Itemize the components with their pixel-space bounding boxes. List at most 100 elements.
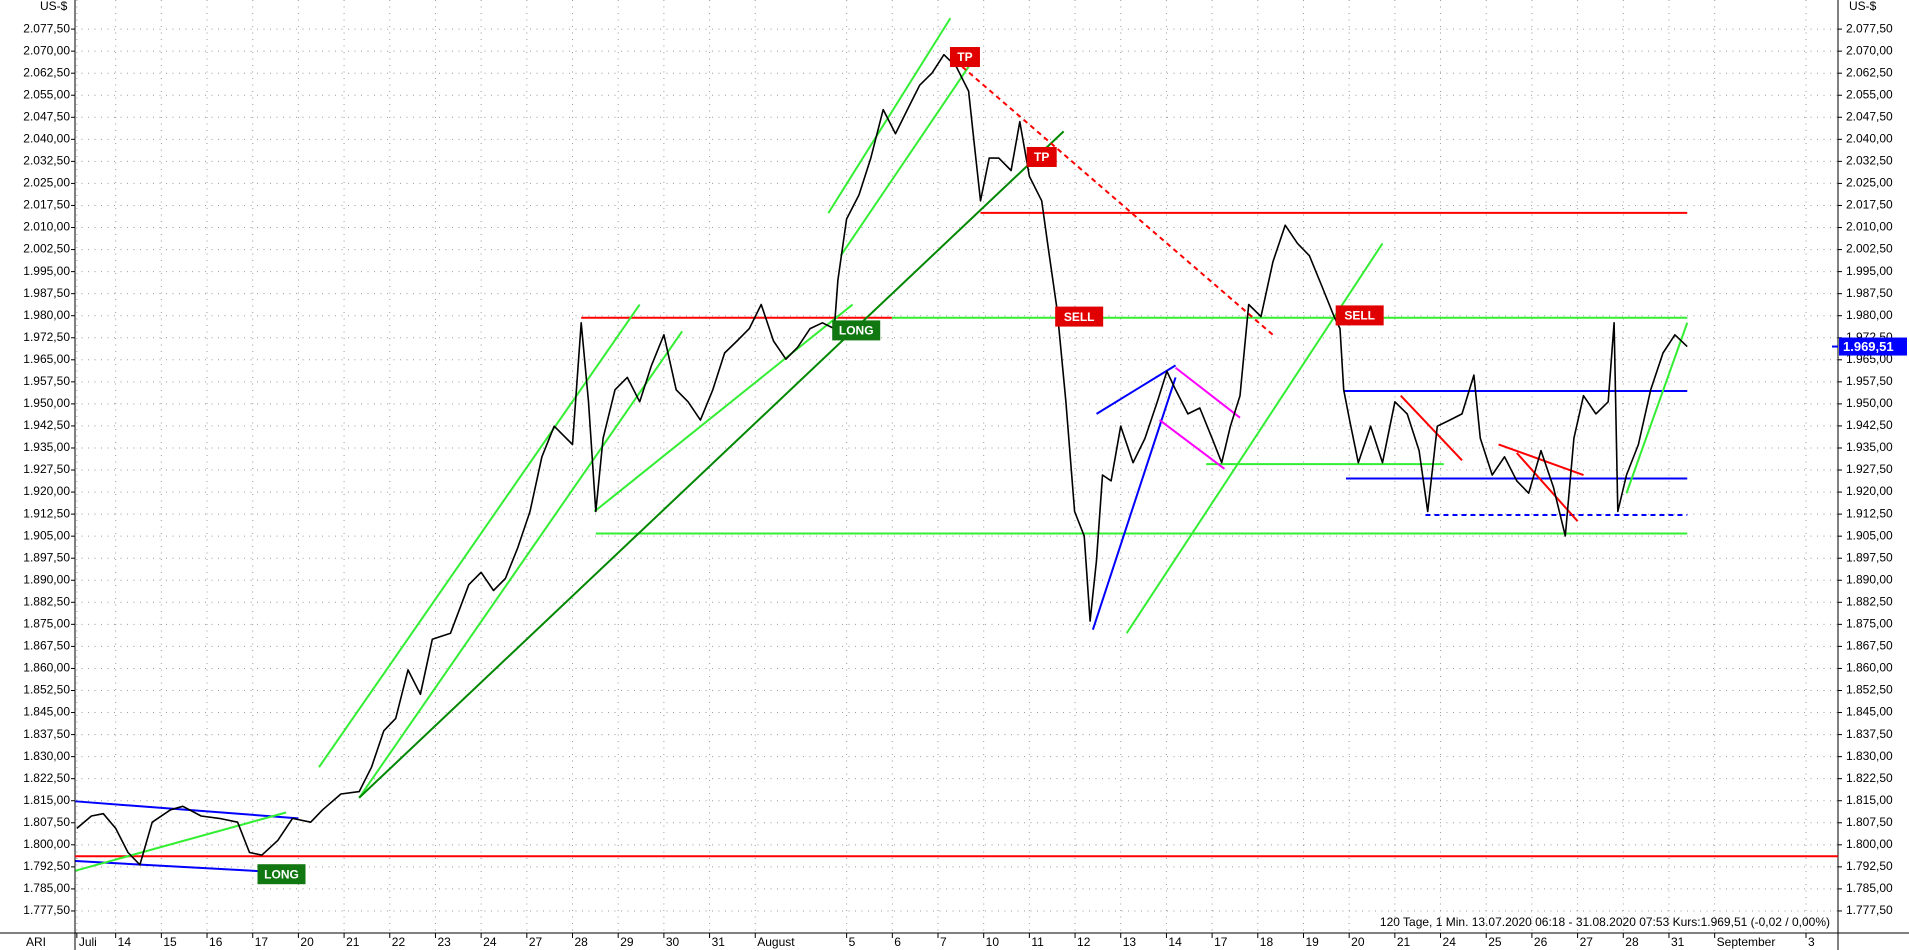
y-tick-label-right: 1.927,50 (1846, 462, 1893, 476)
x-tick-label: 12 (1077, 935, 1091, 949)
y-tick-label: 1.965,00 (23, 352, 70, 366)
y-tick-label-right: 1.807,50 (1846, 815, 1893, 829)
y-tick-label: 1.987,50 (23, 286, 70, 300)
y-tick-label: 2.077,50 (23, 21, 70, 35)
y-tick-label: 1.815,00 (23, 793, 70, 807)
y-tick-label: 1.860,00 (23, 661, 70, 675)
x-tick-label: 22 (392, 935, 406, 949)
trend-line (827, 17, 952, 214)
y-tick-label: 2.002,50 (23, 242, 70, 256)
x-tick-label: 18 (1260, 935, 1274, 949)
price-line (76, 53, 1688, 866)
y-tick-label-right: 1.912,50 (1846, 506, 1893, 520)
trend-line (839, 66, 970, 257)
y-tick-label-right: 2.070,00 (1846, 43, 1893, 57)
y-tick-label-right: 2.047,50 (1846, 109, 1893, 123)
x-tick-label: 14 (118, 935, 132, 949)
x-tick-label: 28 (575, 935, 589, 949)
x-tick-label: 5 (849, 935, 856, 949)
y-tick-label-right: 1.950,00 (1846, 396, 1893, 410)
x-tick-label: 11 (1031, 935, 1044, 949)
annotation-text: SELL (1064, 310, 1095, 324)
y-tick-label-right: 1.890,00 (1846, 572, 1893, 586)
y-tick-label-right: 1.980,00 (1846, 308, 1893, 322)
y-tick-label-right: 1.837,50 (1846, 727, 1893, 741)
annotation-text: SELL (1344, 309, 1375, 323)
y-tick-label-right: 1.995,00 (1846, 264, 1893, 278)
y-tick-label-right: 2.017,50 (1846, 198, 1893, 212)
x-tick-label: 10 (986, 935, 1000, 949)
y-tick-label: 1.822,50 (23, 771, 70, 785)
y-tick-label: 1.785,00 (23, 881, 70, 895)
annotation-text: LONG (264, 867, 299, 881)
y-tick-label: 1.792,50 (23, 859, 70, 873)
x-tick-label: September (1717, 935, 1776, 949)
y-tick-label: 1.777,50 (23, 903, 70, 917)
y-tick-label: 1.882,50 (23, 594, 70, 608)
y-axis-label-right: US-$ (1849, 0, 1877, 13)
x-tick-label: 14 (1168, 935, 1182, 949)
x-tick-label: 3 (1808, 935, 1815, 949)
y-tick-label-right: 2.010,00 (1846, 220, 1893, 234)
y-tick-label: 2.062,50 (23, 65, 70, 79)
y-tick-label: 2.047,50 (23, 109, 70, 123)
trend-line (75, 800, 299, 820)
y-tick-label-right: 1.822,50 (1846, 771, 1893, 785)
info-text: 120 Tage, 1 Min. 13.07.2020 06:18 - 31.0… (1380, 915, 1830, 929)
annotation: SELL (1055, 306, 1104, 327)
annotation: TP (949, 47, 980, 68)
annotation: TP (1026, 146, 1057, 167)
x-tick-label: 6 (894, 935, 901, 949)
y-tick-label: 1.845,00 (23, 705, 70, 719)
y-tick-label: 1.980,00 (23, 308, 70, 322)
y-tick-label: 1.912,50 (23, 506, 70, 520)
x-tick-label: 21 (1397, 935, 1411, 949)
annotation-box (257, 864, 306, 885)
x-tick-label: 7 (940, 935, 947, 949)
annotation-box (1055, 306, 1104, 327)
x-tick-label: 13 (1123, 935, 1137, 949)
y-tick-label-right: 1.920,00 (1846, 484, 1893, 498)
x-tick-label: 23 (437, 935, 451, 949)
y-tick-label-right: 1.897,50 (1846, 550, 1893, 564)
y-tick-label: 2.032,50 (23, 154, 70, 168)
y-tick-label-right: 2.055,00 (1846, 87, 1893, 101)
y-tick-label-right: 1.942,50 (1846, 418, 1893, 432)
trend-line (1400, 394, 1463, 462)
x-tick-label: 20 (300, 935, 314, 949)
y-tick-label-right: 2.025,00 (1846, 176, 1893, 190)
x-tick-label: 17 (255, 935, 269, 949)
trend-line (1096, 364, 1177, 415)
y-tick-label-right: 1.867,50 (1846, 639, 1893, 653)
x-tick-label: 21 (346, 935, 360, 949)
x-tick-label: 31 (712, 935, 726, 949)
y-tick-label-right: 1.830,00 (1846, 749, 1893, 763)
y-tick-label-right: 2.002,50 (1846, 242, 1893, 256)
y-tick-label-right: 2.032,50 (1846, 154, 1893, 168)
y-tick-label: 1.867,50 (23, 639, 70, 653)
trend-line (1158, 419, 1226, 470)
x-tick-label: 27 (1580, 935, 1594, 949)
y-tick-label-right: 1.860,00 (1846, 661, 1893, 675)
y-tick-label-right: 2.062,50 (1846, 65, 1893, 79)
y-tick-label: 2.055,00 (23, 87, 70, 101)
x-tick-label: 26 (1534, 935, 1548, 949)
y-tick-label-right: 1.792,50 (1846, 859, 1893, 873)
annotation-box (832, 320, 881, 341)
x-tick-label: 24 (483, 935, 497, 949)
x-tick-label: 27 (529, 935, 543, 949)
x-tick-label: 15 (163, 935, 177, 949)
y-tick-label: 1.927,50 (23, 462, 70, 476)
y-tick-label: 2.017,50 (23, 198, 70, 212)
y-tick-label-right: 1.845,00 (1846, 705, 1893, 719)
y-tick-label: 2.070,00 (23, 43, 70, 57)
y-tick-label: 1.852,50 (23, 683, 70, 697)
y-tick-label-right: 1.800,00 (1846, 837, 1893, 851)
symbol: ARI (26, 935, 46, 949)
x-tick-label: 31 (1671, 935, 1685, 949)
x-tick-label: 28 (1625, 935, 1639, 949)
annotation-box (949, 47, 980, 68)
